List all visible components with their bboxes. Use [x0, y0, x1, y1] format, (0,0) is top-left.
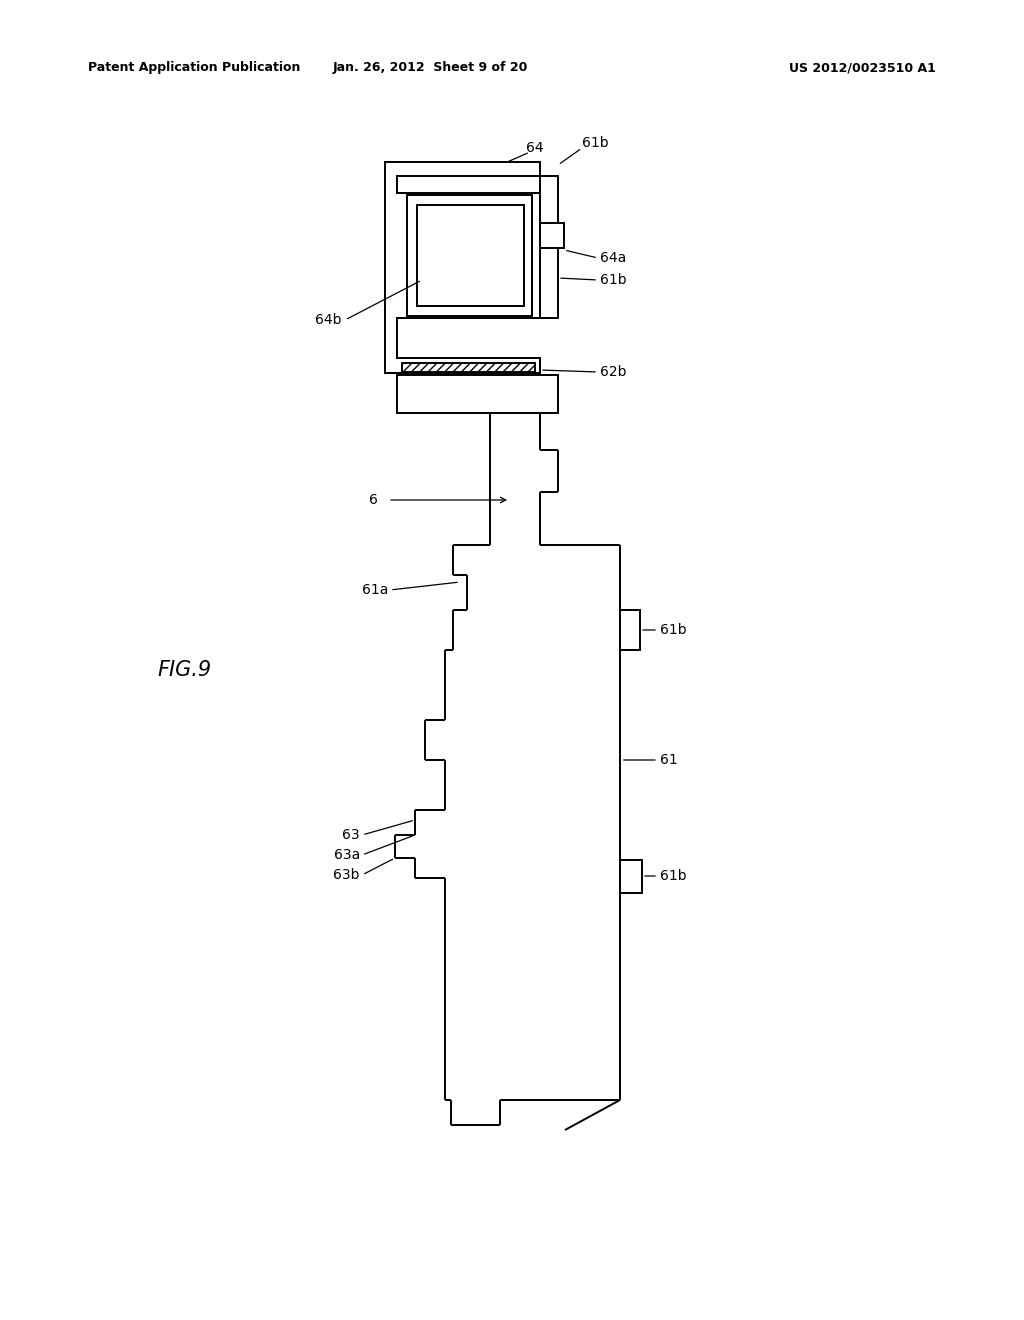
Polygon shape: [402, 363, 535, 372]
Text: 61: 61: [660, 752, 678, 767]
Text: 61b: 61b: [660, 623, 687, 638]
Text: 64a: 64a: [600, 251, 627, 265]
Text: 64b: 64b: [315, 313, 342, 327]
Text: 63a: 63a: [334, 847, 360, 862]
Text: US 2012/0023510 A1: US 2012/0023510 A1: [790, 62, 936, 74]
Polygon shape: [540, 176, 558, 318]
Text: Jan. 26, 2012  Sheet 9 of 20: Jan. 26, 2012 Sheet 9 of 20: [333, 62, 527, 74]
Text: 61a: 61a: [361, 583, 388, 597]
Text: 64: 64: [526, 141, 544, 154]
Text: 61b: 61b: [582, 136, 608, 150]
Polygon shape: [407, 195, 532, 315]
Text: FIG.9: FIG.9: [158, 660, 212, 680]
Polygon shape: [540, 223, 564, 248]
Polygon shape: [385, 162, 540, 374]
Text: 62b: 62b: [600, 366, 627, 379]
Text: 6: 6: [369, 492, 378, 507]
Polygon shape: [417, 205, 524, 306]
Polygon shape: [620, 861, 642, 894]
Text: 63: 63: [342, 828, 360, 842]
Text: Patent Application Publication: Patent Application Publication: [88, 62, 300, 74]
Text: 61b: 61b: [660, 869, 687, 883]
Polygon shape: [397, 375, 558, 413]
Polygon shape: [620, 610, 640, 649]
Text: 63b: 63b: [334, 869, 360, 882]
Text: 61b: 61b: [600, 273, 627, 286]
